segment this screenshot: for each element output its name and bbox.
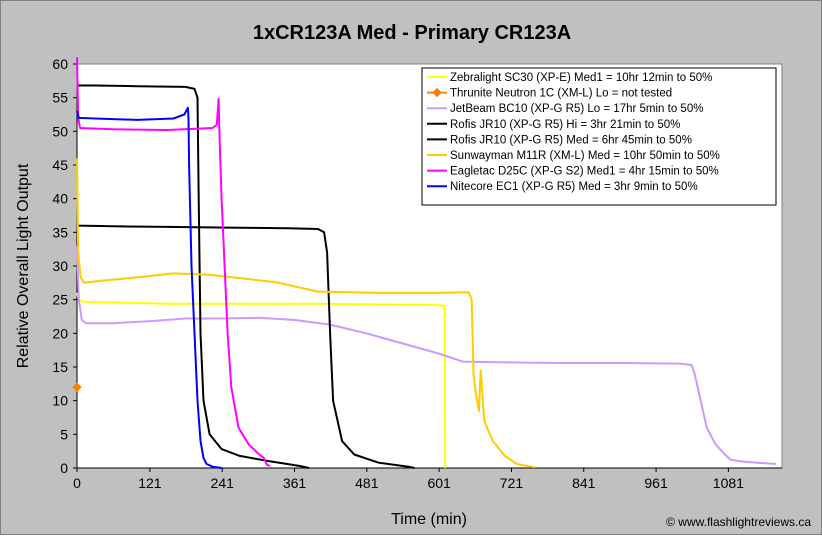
y-tick-label: 40 bbox=[52, 191, 68, 207]
series-4-line bbox=[76, 223, 415, 469]
x-tick-label: 241 bbox=[211, 475, 235, 491]
x-tick-label: 721 bbox=[500, 475, 524, 491]
legend-label: Eagletac D25C (XP-G S2) Med1 = 4hr 15min… bbox=[450, 166, 719, 178]
y-tick-label: 20 bbox=[52, 325, 68, 341]
x-tick-label: 1081 bbox=[713, 475, 744, 491]
legend-label: Rofis JR10 (XP-G R5) Hi = 3hr 21min to 5… bbox=[450, 119, 680, 131]
y-tick-label: 35 bbox=[52, 224, 68, 240]
legend-box bbox=[421, 67, 777, 206]
series-0-line bbox=[76, 292, 447, 469]
x-axis-title: Time (min) bbox=[391, 511, 467, 528]
x-tick-label: 961 bbox=[644, 475, 668, 491]
legend-label: Nitecore EC1 (XP-G R5) Med = 3hr 9min to… bbox=[450, 181, 698, 193]
legend-label: Rofis JR10 (XP-G R5) Med = 6hr 45min to … bbox=[450, 134, 692, 146]
legend: Zebralight SC30 (XP-E) Med1 = 10hr 12min… bbox=[421, 67, 777, 206]
series-7-line bbox=[76, 106, 222, 469]
series-5-line bbox=[76, 158, 536, 469]
series-layer bbox=[72, 57, 777, 469]
legend-marker bbox=[432, 87, 442, 98]
y-tick-label: 15 bbox=[52, 359, 68, 375]
x-tick-label: 361 bbox=[283, 475, 307, 491]
y-tick-label: 55 bbox=[52, 90, 68, 106]
y-tick-label: 60 bbox=[52, 56, 68, 72]
series-2-line bbox=[76, 245, 777, 465]
legend-items: Zebralight SC30 (XP-E) Med1 = 10hr 12min… bbox=[427, 72, 720, 193]
legend-label: Thrunite Neutron 1C (XM-L) Lo = not test… bbox=[450, 88, 672, 100]
legend-label: Zebralight SC30 (XP-E) Med1 = 10hr 12min… bbox=[450, 72, 712, 84]
series-3-line bbox=[77, 84, 310, 469]
y-tick-label: 0 bbox=[60, 460, 68, 476]
series-6-line bbox=[76, 57, 271, 467]
legend-label: JetBeam BC10 (XP-G R5) Lo = 17hr 5min to… bbox=[450, 103, 703, 115]
copyright-text: © www.flashlightreviews.ca bbox=[666, 515, 811, 529]
y-tick-label: 30 bbox=[52, 258, 68, 274]
legend-label: Sunwayman M11R (XM-L) Med = 10hr 50min t… bbox=[450, 150, 720, 162]
y-tick-label: 45 bbox=[52, 157, 68, 173]
y-tick-label: 50 bbox=[52, 123, 68, 139]
y-tick-label: 10 bbox=[52, 393, 68, 409]
x-tick-group: 0 121 241 361 481 601 721 841 961 1081 bbox=[73, 468, 744, 491]
y-axis-title: Relative Overall Light Output bbox=[15, 163, 32, 368]
y-tick-group: 0 5 10 15 20 25 30 35 40 45 50 55 60 bbox=[52, 56, 77, 476]
y-tick-label: 25 bbox=[52, 292, 68, 308]
chart-title: 1xCR123A Med - Primary CR123A bbox=[253, 22, 571, 44]
x-tick-label: 121 bbox=[138, 475, 162, 491]
x-tick-label: 601 bbox=[427, 475, 451, 491]
y-tick-label: 5 bbox=[60, 426, 68, 442]
x-tick-label: 841 bbox=[572, 475, 596, 491]
series-1-point bbox=[72, 382, 82, 392]
x-tick-label: 481 bbox=[355, 475, 379, 491]
x-tick-label: 0 bbox=[73, 475, 81, 491]
